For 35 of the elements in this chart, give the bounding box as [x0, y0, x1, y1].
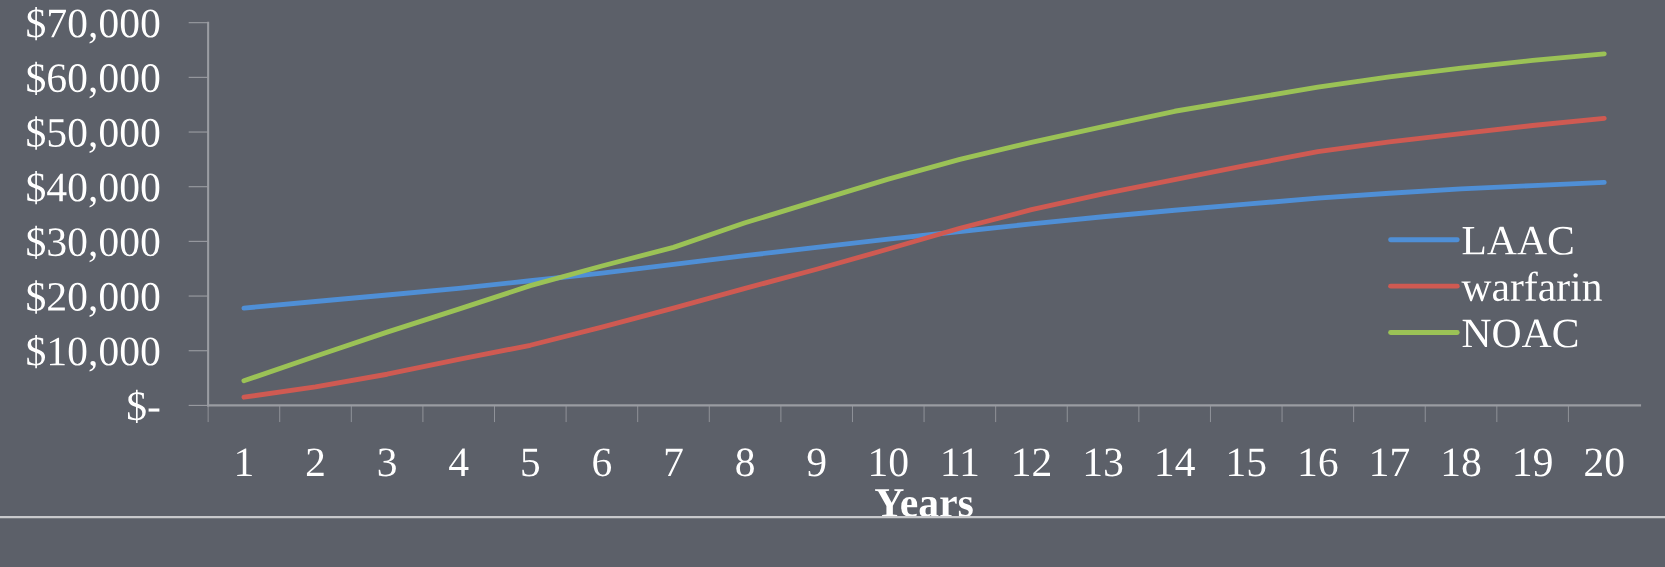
- legend-label: NOAC: [1462, 319, 1578, 348]
- legend-label: warfarin: [1461, 271, 1602, 302]
- x-tick-label: 8: [736, 448, 754, 477]
- x-tick-label: 20: [1585, 448, 1624, 477]
- x-tick-label: 11: [943, 448, 978, 476]
- x-tick-label: 19: [1515, 448, 1552, 477]
- x-tick-label: 3: [378, 448, 396, 477]
- x-tick-label: 17: [1372, 448, 1410, 476]
- x-tick-label: 10: [871, 448, 908, 477]
- x-tick-label: 1: [237, 448, 252, 476]
- x-tick-label: 16: [1300, 448, 1338, 477]
- y-tick-label: $10,000: [27, 335, 160, 372]
- y-tick-label: $70,000: [27, 6, 160, 44]
- y-tick-label: $20,000: [27, 280, 160, 317]
- x-tick-label: 13: [1085, 448, 1123, 477]
- y-tick-label: $60,000: [27, 61, 160, 99]
- y-tick-label: $-: [127, 389, 160, 424]
- x-tick-label: 2: [306, 448, 324, 476]
- y-tick-label: $40,000: [27, 170, 160, 208]
- legend-label: LAAC: [1462, 226, 1573, 255]
- x-tick-label: 18: [1443, 448, 1481, 477]
- x-tick-label: 7: [665, 448, 683, 476]
- line-series: [241, 179, 1607, 311]
- x-tick-label: 4: [449, 448, 469, 476]
- x-tick-label: 14: [1157, 448, 1195, 476]
- x-tick-label: 6: [593, 448, 612, 477]
- y-tick-label: $50,000: [27, 116, 160, 153]
- line-series: [241, 115, 1607, 400]
- x-tick-label: 9: [807, 448, 826, 477]
- x-tick-label: 15: [1229, 448, 1266, 477]
- x-axis-title: Years: [875, 489, 973, 517]
- x-tick-label: 5: [522, 448, 540, 477]
- y-tick-label: $30,000: [27, 225, 160, 263]
- x-tick-label: 12: [1014, 448, 1050, 476]
- line-series: [241, 51, 1607, 384]
